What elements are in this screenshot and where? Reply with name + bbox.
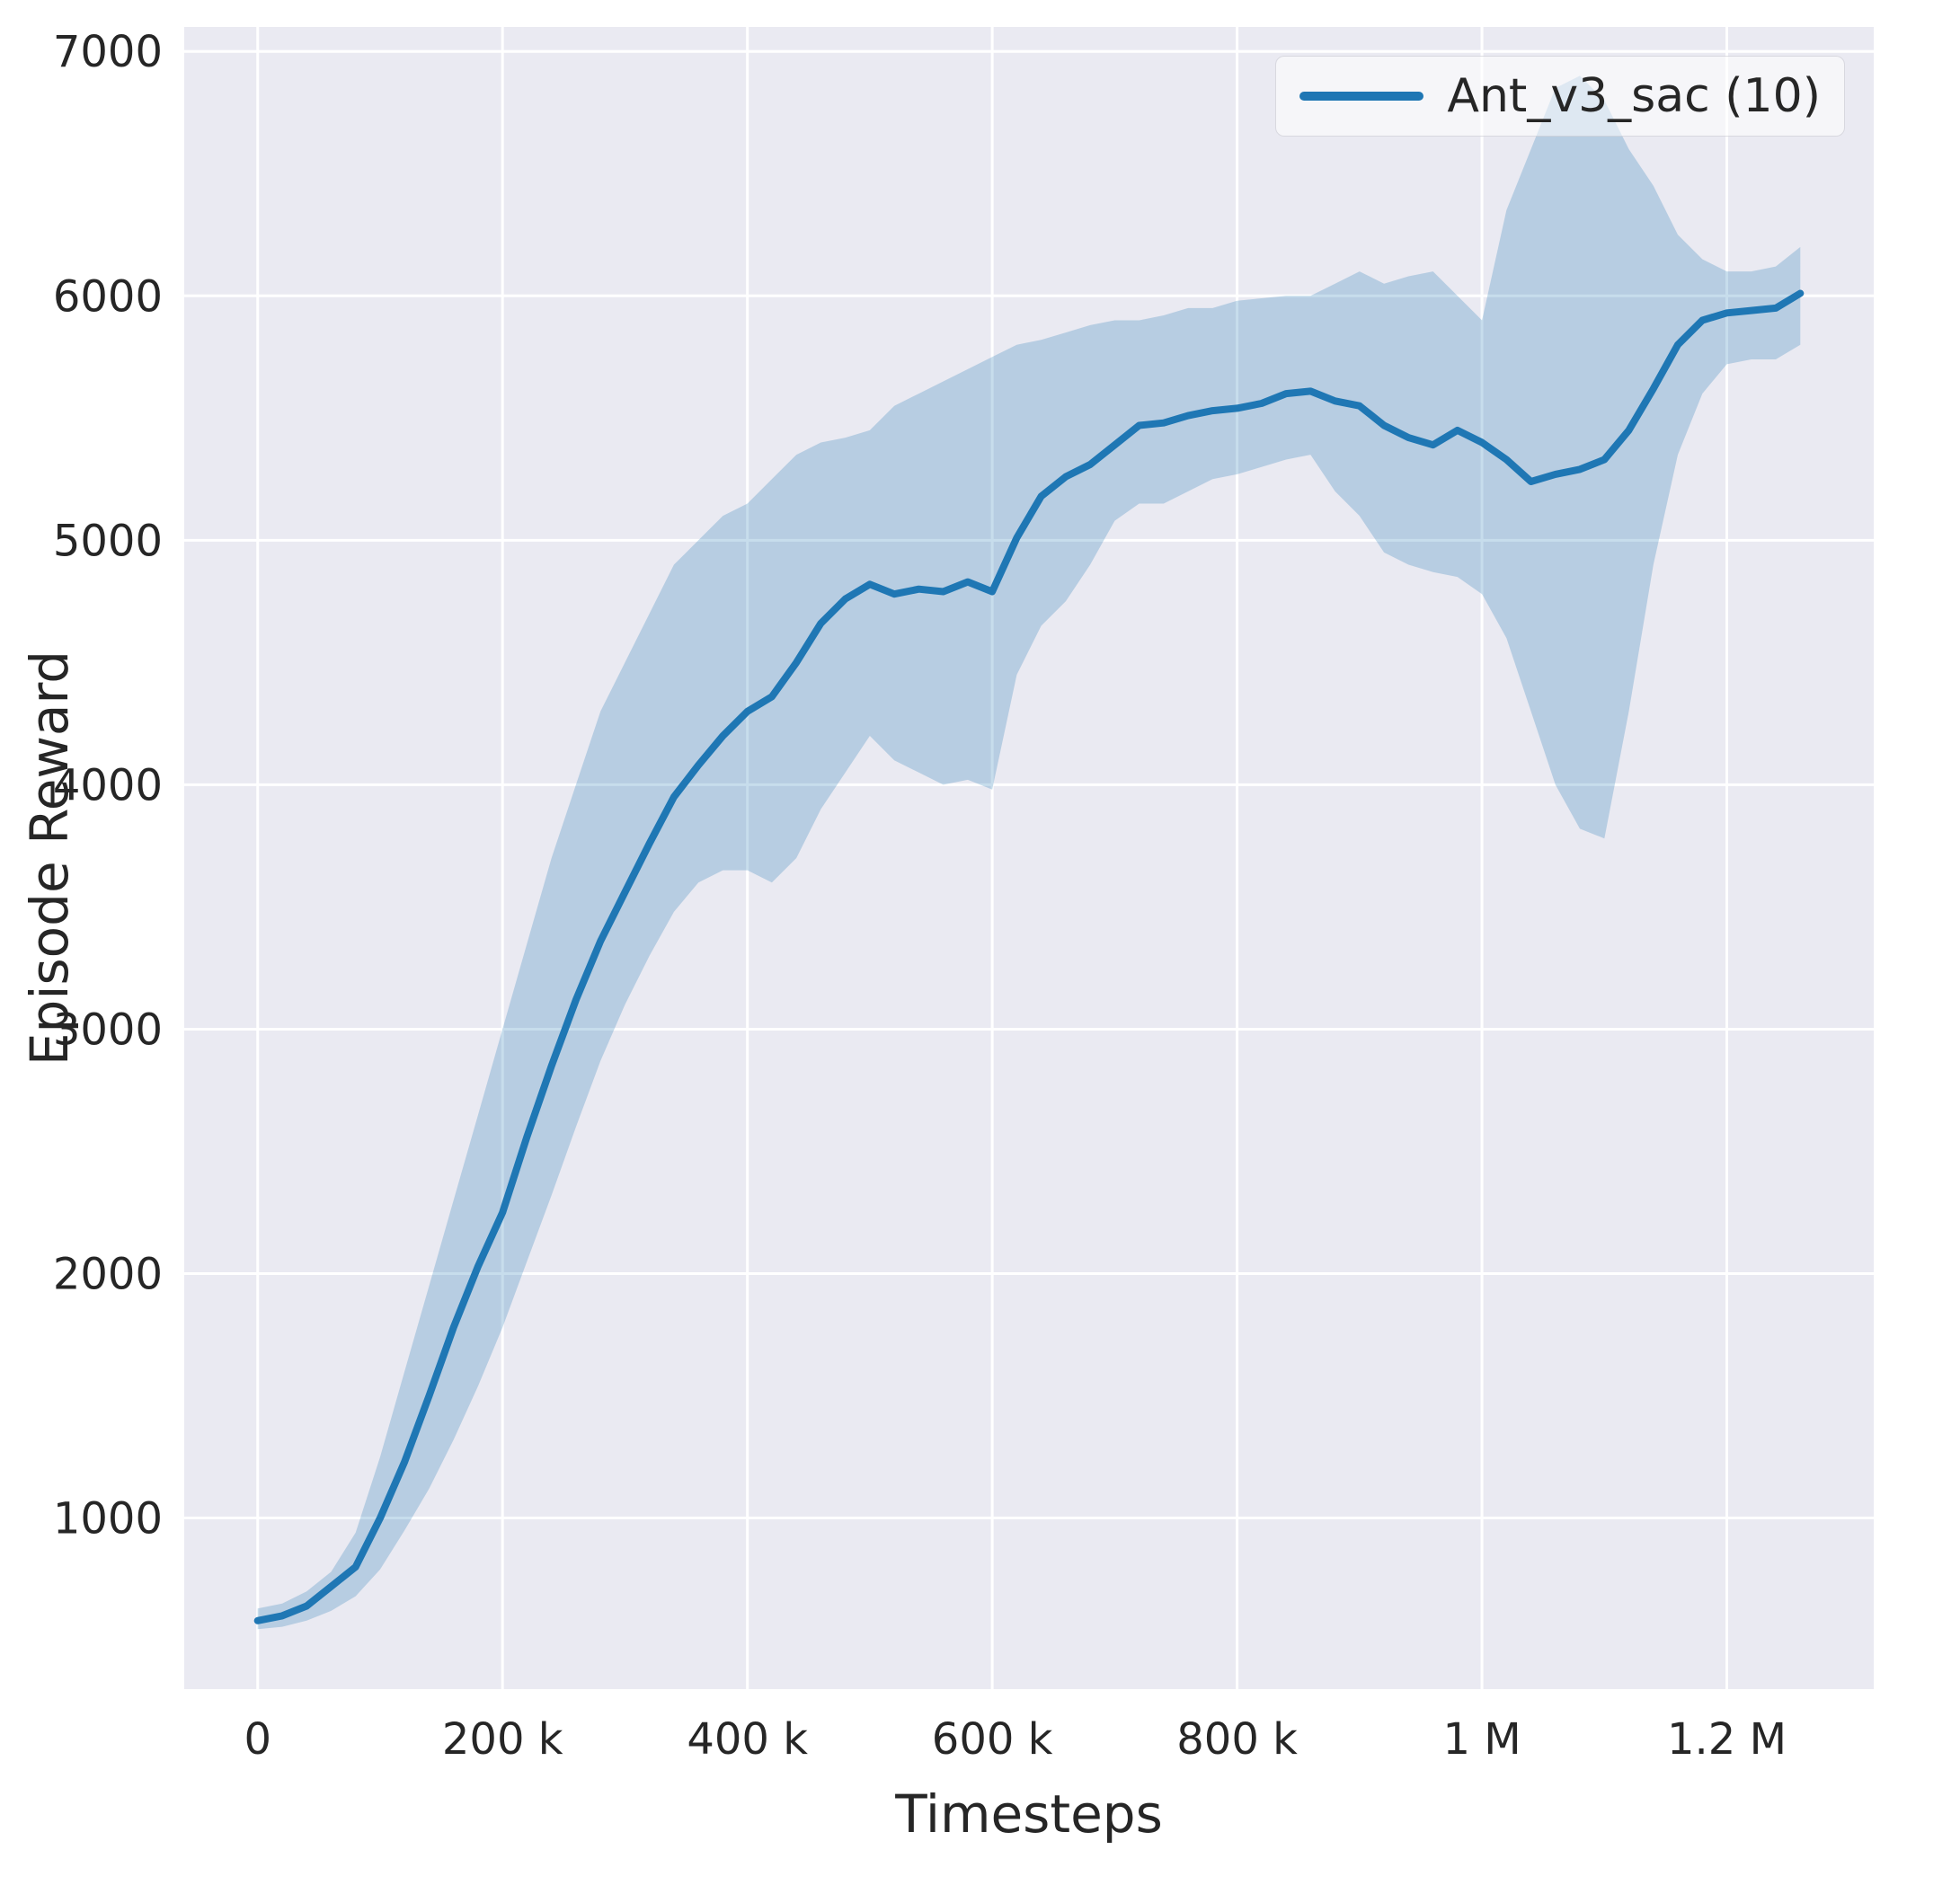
y-tick-label: 2000 <box>53 1250 163 1300</box>
legend-label: Ant_v3_sac (10) <box>1447 69 1821 123</box>
x-tick-label: 1 M <box>1442 1714 1521 1765</box>
x-axis-label: Timesteps <box>895 1783 1163 1845</box>
plot-background <box>184 27 1874 1689</box>
x-tick-label: 800 k <box>1176 1714 1298 1765</box>
y-tick-label: 1000 <box>53 1494 163 1544</box>
y-tick-label: 3000 <box>53 1004 163 1055</box>
legend: Ant_v3_sac (10) <box>1275 56 1845 137</box>
y-tick-label: 6000 <box>53 271 163 322</box>
confidence-band <box>257 75 1801 1630</box>
y-axis-label: Episode Reward <box>19 650 80 1066</box>
y-tick-label: 5000 <box>53 516 163 566</box>
legend-line-swatch <box>1299 92 1424 101</box>
x-tick-label: 600 k <box>932 1714 1053 1765</box>
x-tick-label: 400 k <box>687 1714 808 1765</box>
x-tick-label: 1.2 M <box>1667 1714 1787 1765</box>
y-tick-label: 4000 <box>53 760 163 810</box>
x-tick-label: 200 k <box>442 1714 563 1765</box>
x-tick-label: 0 <box>244 1714 271 1765</box>
y-tick-label: 7000 <box>53 27 163 77</box>
mean-reward-line <box>253 289 1805 1624</box>
